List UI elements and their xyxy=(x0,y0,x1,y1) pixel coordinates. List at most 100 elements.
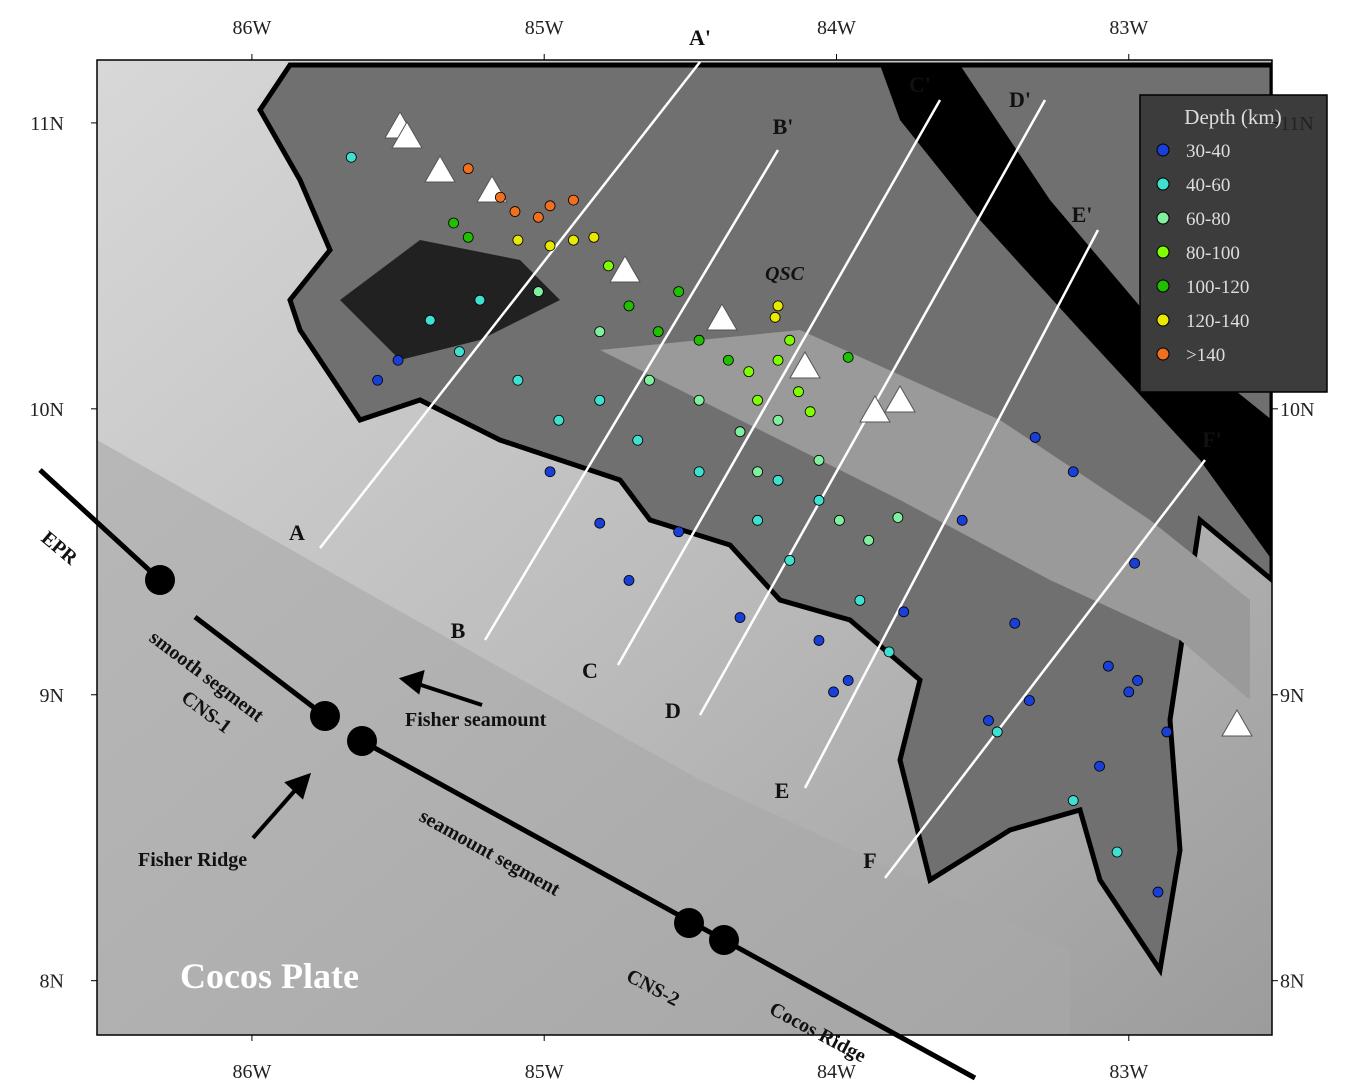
earthquake xyxy=(510,207,520,217)
cocos-plate-label: Cocos Plate xyxy=(180,956,359,996)
earthquake xyxy=(793,387,803,397)
earthquake xyxy=(983,715,993,725)
y-tick-label: 9N xyxy=(1280,685,1304,707)
earthquake xyxy=(674,287,684,297)
earthquake xyxy=(829,687,839,697)
earthquake xyxy=(1068,796,1078,806)
earthquake xyxy=(463,164,473,174)
y-tick-label: 8N xyxy=(1280,971,1304,993)
earthquake xyxy=(864,535,874,545)
earthquake xyxy=(773,355,783,365)
profile-label: D' xyxy=(1009,87,1031,112)
legend-label: 30-40 xyxy=(1186,141,1230,162)
x-tick-label: 85W xyxy=(525,17,564,39)
earthquake xyxy=(1162,727,1172,737)
earthquake xyxy=(545,241,555,251)
earthquake xyxy=(855,595,865,605)
y-tick-label: 11N xyxy=(30,113,64,135)
y-tick-label: 10N xyxy=(1280,399,1314,421)
profile-label: B xyxy=(451,618,466,643)
y-tick-label: 10N xyxy=(30,399,64,421)
earthquake xyxy=(595,395,605,405)
legend-label: 60-80 xyxy=(1186,209,1230,230)
earthquake xyxy=(554,415,564,425)
y-tick-label: 8N xyxy=(40,971,64,993)
earthquake xyxy=(814,495,824,505)
fisher-seamount-label: Fisher seamount xyxy=(405,709,547,731)
earthquake xyxy=(753,467,763,477)
earthquake xyxy=(1103,661,1113,671)
legend: Depth (km) 30-40 40-60 60-80 80-100 100-120 1… xyxy=(1140,95,1327,392)
profile-label: F' xyxy=(1202,427,1222,452)
legend-label: 120-140 xyxy=(1186,311,1249,332)
x-tick-label: 83W xyxy=(1109,17,1148,39)
junction xyxy=(145,565,175,595)
earthquake xyxy=(735,427,745,437)
earthquake xyxy=(568,195,578,205)
profile-label: C xyxy=(582,658,598,683)
earthquake xyxy=(604,261,614,271)
earthquake xyxy=(1024,695,1034,705)
x-tick-label: 84W xyxy=(817,17,856,39)
earthquake xyxy=(814,635,824,645)
earthquake xyxy=(744,367,754,377)
earthquake xyxy=(1112,847,1122,857)
earthquake xyxy=(843,352,853,362)
profile-label: E xyxy=(775,778,790,803)
earthquake xyxy=(589,232,599,242)
legend-title: Depth (km) xyxy=(1184,105,1281,129)
profile-label: D xyxy=(665,698,681,723)
earthquake xyxy=(899,607,909,617)
earthquake xyxy=(1068,467,1078,477)
earthquake xyxy=(1010,618,1020,628)
earthquake xyxy=(893,512,903,522)
earthquake xyxy=(735,613,745,623)
legend-label: >140 xyxy=(1186,345,1225,366)
legend-swatch xyxy=(1157,280,1169,292)
earthquake xyxy=(624,301,634,311)
earthquake xyxy=(992,727,1002,737)
x-tick-label: 85W xyxy=(525,1061,564,1083)
earthquake xyxy=(449,218,459,228)
earthquake xyxy=(785,555,795,565)
earthquake xyxy=(723,355,733,365)
earthquake xyxy=(773,415,783,425)
legend-swatch xyxy=(1157,178,1169,190)
legend-swatch xyxy=(1157,348,1169,360)
earthquake xyxy=(373,375,383,385)
earthquake xyxy=(568,235,578,245)
earthquake xyxy=(475,295,485,305)
earthquake xyxy=(595,327,605,337)
earthquake xyxy=(495,192,505,202)
x-tick-label: 86W xyxy=(232,1061,271,1083)
earthquake xyxy=(533,212,543,222)
earthquake xyxy=(1133,675,1143,685)
y-tick-label: 11N xyxy=(1280,113,1314,135)
x-tick-label: 86W xyxy=(232,17,271,39)
qsc-label: QSC xyxy=(765,263,805,285)
earthquake xyxy=(513,375,523,385)
profile-label: A xyxy=(289,520,305,545)
earthquake xyxy=(425,315,435,325)
profile-label: B' xyxy=(773,114,794,139)
earthquake xyxy=(346,152,356,162)
earthquake xyxy=(753,395,763,405)
legend-swatch xyxy=(1157,144,1169,156)
earthquake xyxy=(1095,761,1105,771)
earthquake xyxy=(393,355,403,365)
legend-label: 100-120 xyxy=(1186,277,1249,298)
earthquake xyxy=(834,515,844,525)
legend-label: 40-60 xyxy=(1186,175,1230,196)
earthquake xyxy=(545,467,555,477)
earthquake xyxy=(1153,887,1163,897)
earthquake xyxy=(624,575,634,585)
earthquake xyxy=(1130,558,1140,568)
earthquake xyxy=(1030,432,1040,442)
earthquake xyxy=(694,395,704,405)
fisher-ridge-label: Fisher Ridge xyxy=(138,849,247,871)
map: QSC EPR smooth segment CNS-1 Fisher seam… xyxy=(0,0,1354,1087)
earthquake xyxy=(773,301,783,311)
earthquake xyxy=(674,527,684,537)
earthquake xyxy=(513,235,523,245)
legend-label: 80-100 xyxy=(1186,243,1240,264)
